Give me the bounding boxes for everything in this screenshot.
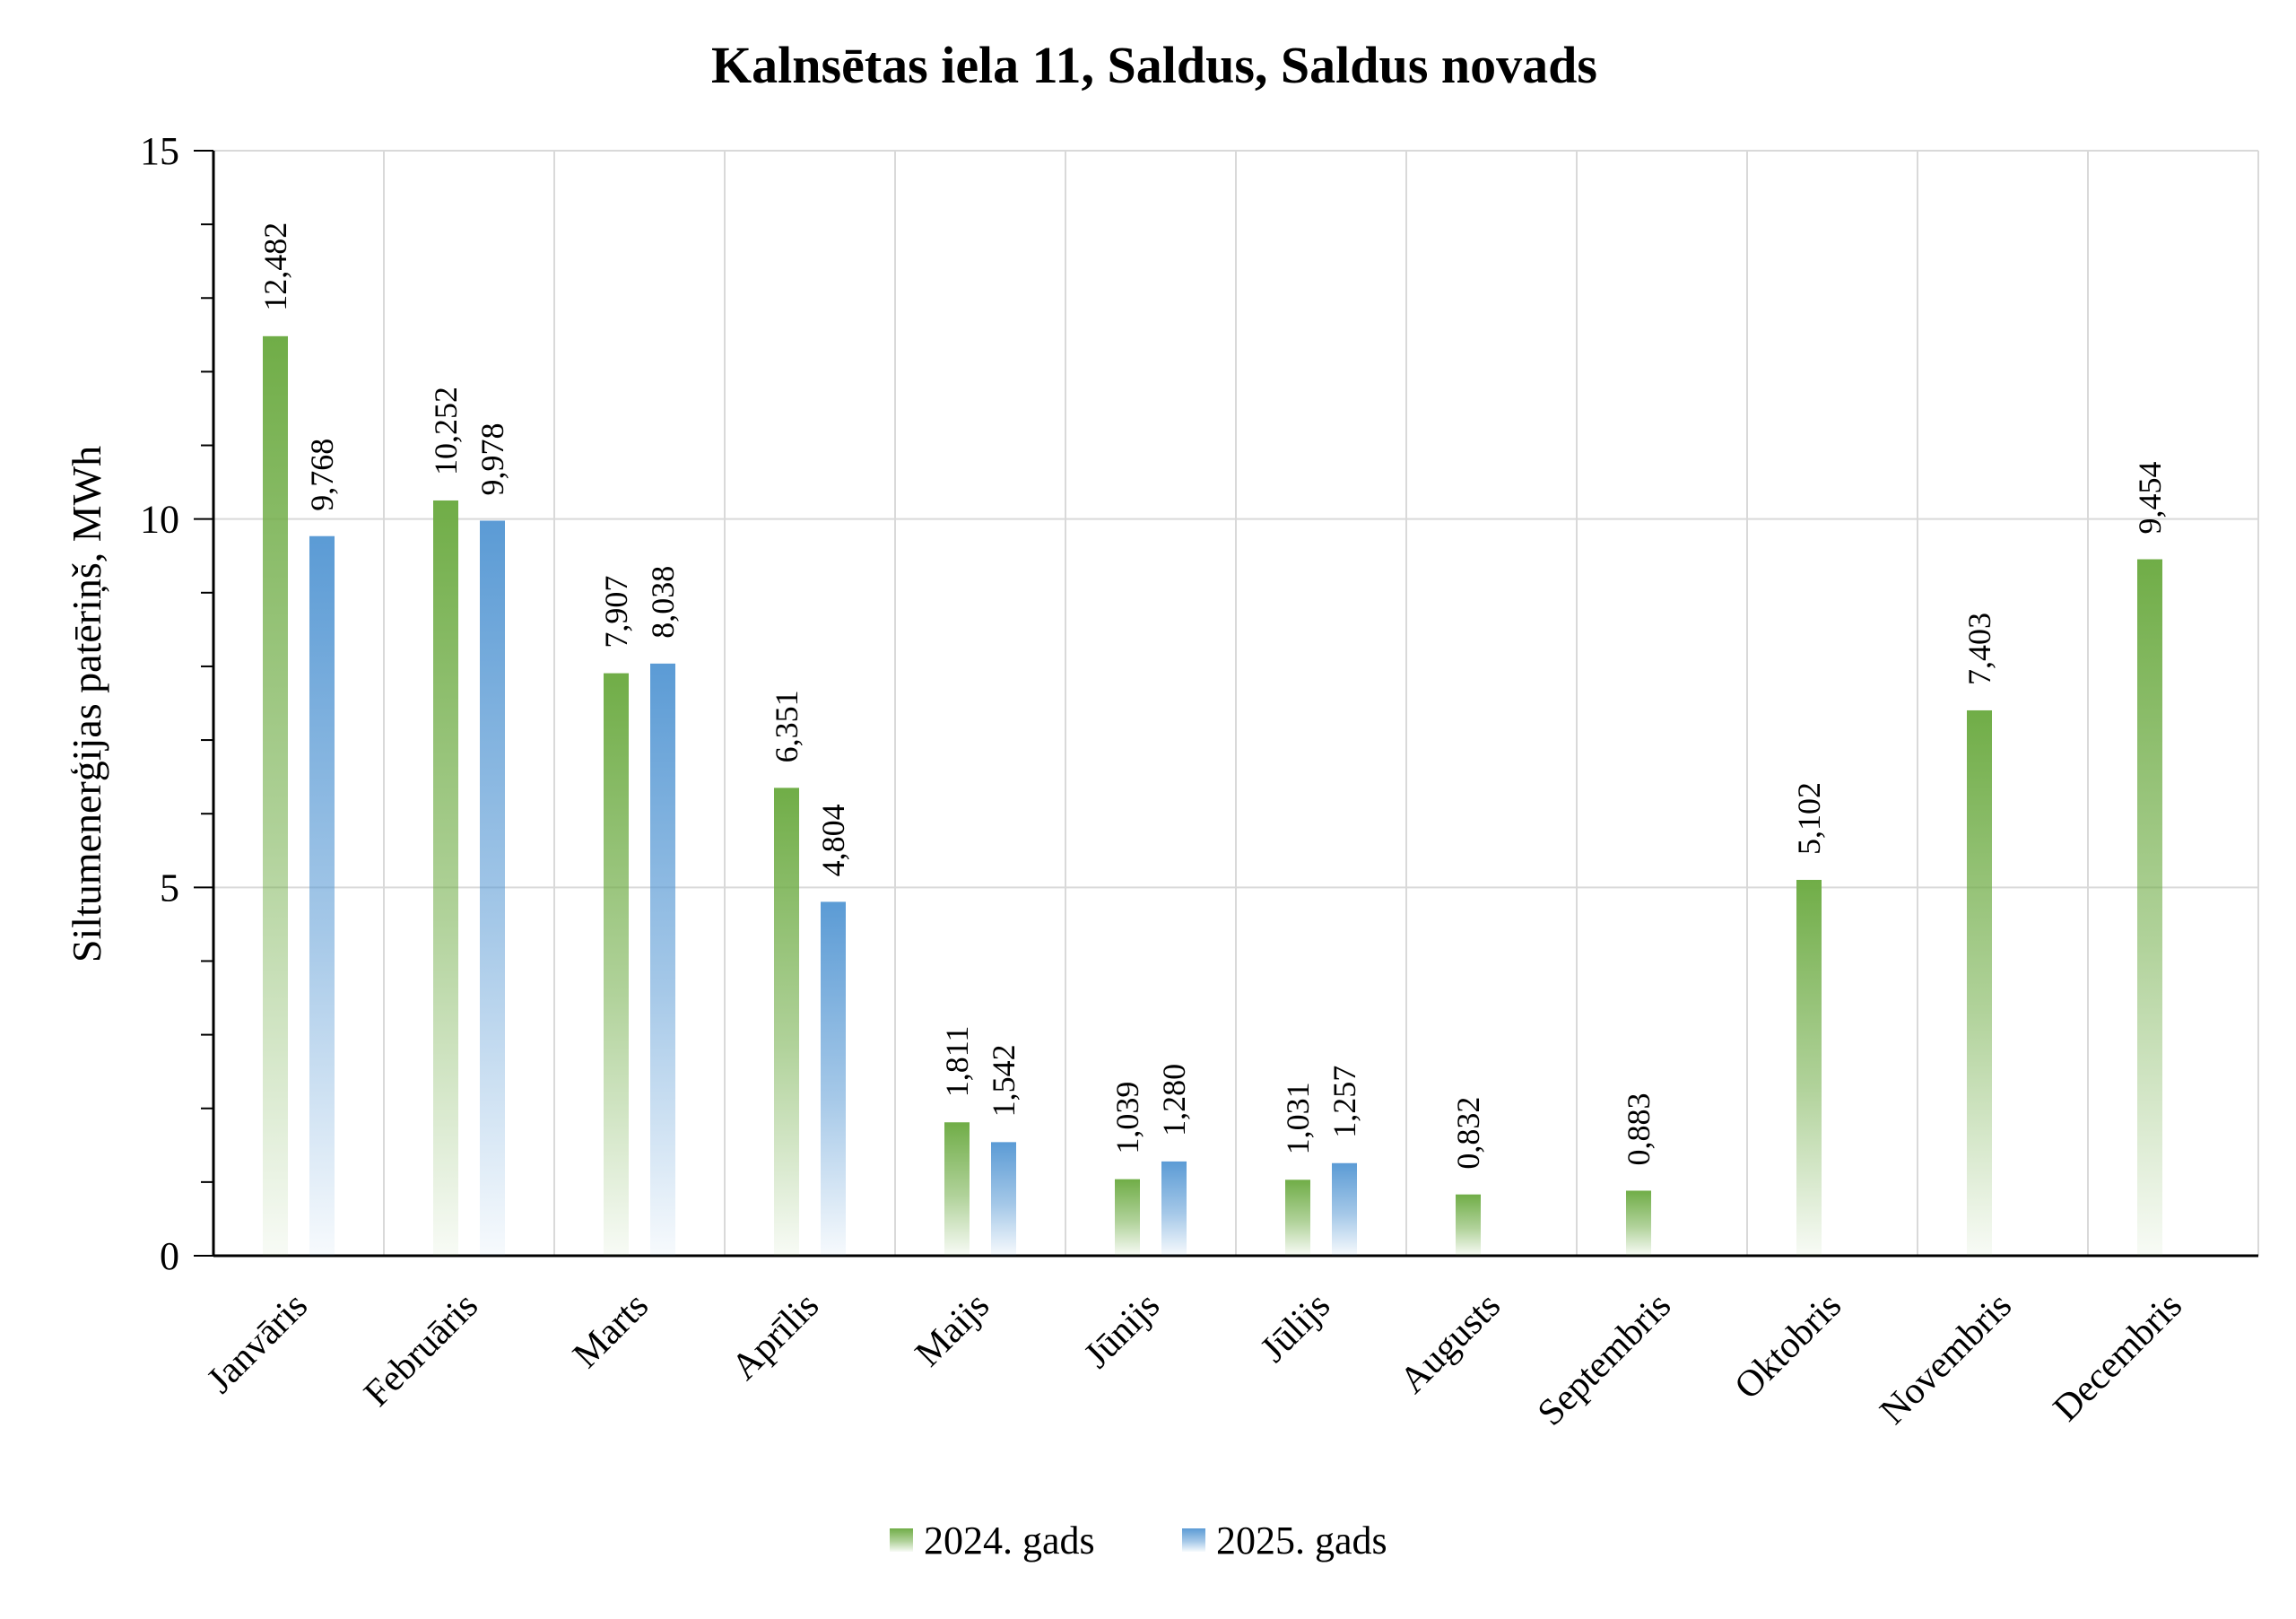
- data-label: 0,832: [1450, 1097, 1486, 1170]
- legend-label: 2024. gads: [924, 1519, 1095, 1562]
- data-label: 12,482: [257, 222, 293, 311]
- data-label: 7,907: [598, 576, 634, 648]
- bar: [1456, 1194, 1481, 1256]
- bar: [1161, 1161, 1187, 1256]
- data-label: 8,038: [645, 566, 681, 639]
- legend-swatch: [890, 1528, 913, 1552]
- data-label: 1,039: [1109, 1082, 1145, 1154]
- data-label: 1,542: [986, 1044, 1022, 1117]
- data-label: 9,768: [304, 439, 340, 511]
- bar: [309, 535, 335, 1256]
- bar: [1967, 709, 1992, 1256]
- data-label: 1,257: [1326, 1066, 1362, 1138]
- data-label: 1,280: [1156, 1064, 1192, 1136]
- bar: [1796, 879, 1822, 1256]
- bar: [1332, 1162, 1357, 1256]
- data-label: 5,102: [1791, 782, 1827, 855]
- bar: [433, 500, 458, 1256]
- bar: [480, 520, 505, 1256]
- bar: [1285, 1179, 1310, 1256]
- bar: [1115, 1179, 1140, 1256]
- y-tick-label: 15: [140, 129, 179, 173]
- bar: [263, 335, 288, 1256]
- legend: 2024. gads 2025. gads: [890, 1519, 1387, 1562]
- data-label: 0,883: [1621, 1092, 1657, 1165]
- data-label: 7,403: [1961, 613, 1997, 685]
- data-label: 4,804: [815, 804, 851, 876]
- bar: [2137, 559, 2162, 1256]
- data-label: 10,252: [428, 387, 464, 475]
- bar: [991, 1142, 1016, 1256]
- data-label: 9,454: [2132, 462, 2168, 535]
- data-label: 6,351: [769, 690, 804, 762]
- y-tick-label: 10: [140, 498, 179, 542]
- chart-title: Kalnsētas iela 11, Saldus, Saldus novads: [711, 36, 1597, 94]
- y-tick-label: 0: [160, 1234, 179, 1278]
- axes: 0 5 10 15: [140, 129, 2258, 1278]
- bar: [650, 663, 675, 1256]
- gridlines: [213, 150, 2259, 1256]
- data-label: 9,978: [474, 422, 510, 495]
- bars: [263, 335, 2162, 1256]
- y-axis-title: Siltumenerģijas patēriņš, MWh: [64, 446, 109, 962]
- data-label: 1,811: [939, 1026, 975, 1098]
- bar: [604, 673, 629, 1256]
- legend-label: 2025. gads: [1216, 1519, 1387, 1562]
- data-labels: 12,482 9,768 10,252 9,978 7,907 8,038 6,351 4,8…: [257, 222, 2168, 1170]
- data-label: 1,031: [1280, 1082, 1316, 1154]
- bar: [944, 1122, 970, 1256]
- bar: [821, 901, 846, 1256]
- bar: [1626, 1190, 1651, 1256]
- legend-swatch: [1182, 1528, 1205, 1552]
- y-tick-label: 5: [160, 866, 179, 910]
- bar: [774, 788, 799, 1256]
